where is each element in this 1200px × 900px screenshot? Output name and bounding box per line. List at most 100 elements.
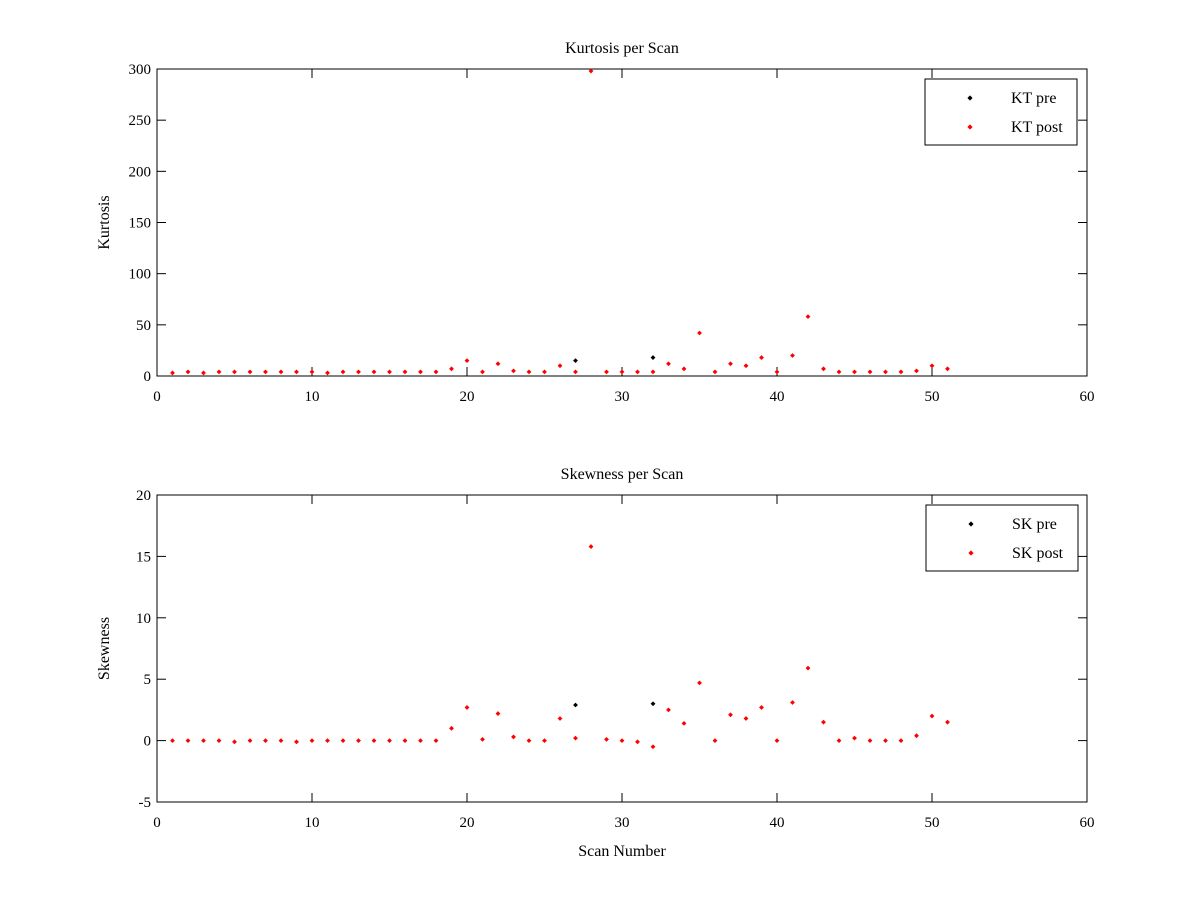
kurtosis-kt-post-point bbox=[728, 361, 733, 367]
skewness-y-tick-label: 10 bbox=[136, 611, 151, 627]
skewness-x-tick-label: 30 bbox=[615, 815, 630, 831]
skewness-sk-post-point bbox=[914, 733, 919, 739]
skewness-sk-post-point bbox=[526, 738, 532, 743]
kurtosis-title: Kurtosis per Scan bbox=[565, 40, 679, 57]
kurtosis-kt-post-point bbox=[883, 369, 888, 375]
skewness-sk-post-point bbox=[170, 738, 175, 743]
skewness-sk-post-point bbox=[774, 738, 780, 743]
kurtosis-x-tick-label: 60 bbox=[1080, 389, 1095, 405]
skewness-sk-post-point bbox=[371, 738, 377, 743]
kurtosis-kt-post-point bbox=[852, 369, 857, 375]
kurtosis-y-tick-label: 50 bbox=[136, 318, 151, 334]
skewness-y-tick-label: -5 bbox=[139, 795, 152, 811]
skewness-sk-post-point bbox=[201, 738, 206, 743]
kurtosis-kt-post-point bbox=[929, 363, 935, 369]
skewness-title: Skewness per Scan bbox=[561, 466, 684, 483]
skewness-sk-post-point bbox=[619, 738, 625, 743]
skewness-legend-label: SK post bbox=[1012, 545, 1064, 562]
skewness-x-tick-label: 10 bbox=[305, 815, 320, 831]
kurtosis-kt-post-point bbox=[774, 369, 780, 375]
kurtosis-y-tick-label: 250 bbox=[129, 113, 152, 129]
skewness-sk-post-point bbox=[743, 716, 749, 721]
skewness-legend-label: SK pre bbox=[1012, 516, 1057, 533]
kurtosis-y-tick-label: 100 bbox=[129, 267, 152, 283]
skewness-sk-post-point bbox=[247, 738, 253, 743]
kurtosis-kt-pre-point bbox=[650, 355, 656, 360]
skewness-sk-post-point bbox=[867, 738, 873, 743]
kurtosis-legend-label: KT post bbox=[1011, 119, 1063, 136]
skewness-sk-post-point bbox=[650, 744, 656, 750]
skewness-sk-post-point bbox=[232, 739, 237, 745]
kurtosis-kt-post-point bbox=[712, 369, 718, 375]
kurtosis-kt-post-point bbox=[526, 369, 532, 375]
kurtosis-x-tick-label: 0 bbox=[153, 389, 161, 405]
skewness-sk-post-point bbox=[402, 738, 408, 743]
kurtosis-kt-post-point bbox=[836, 369, 842, 375]
skewness-sk-post-point bbox=[495, 711, 501, 716]
skewness-sk-post-point bbox=[759, 705, 764, 710]
kurtosis-kt-post-point bbox=[263, 369, 268, 375]
kurtosis-kt-post-point bbox=[650, 369, 656, 375]
kurtosis-kt-post-point bbox=[557, 363, 563, 369]
kurtosis-x-tick-label: 10 bbox=[305, 389, 320, 405]
kurtosis-kt-post-point bbox=[867, 369, 873, 375]
kurtosis-kt-post-point bbox=[294, 369, 299, 375]
skewness-y-tick-label: 20 bbox=[136, 488, 151, 504]
skewness-sk-post-point bbox=[573, 735, 578, 741]
kurtosis-kt-post-point bbox=[418, 369, 423, 375]
kurtosis-kt-post-point bbox=[666, 361, 671, 367]
skewness-sk-post-point bbox=[542, 738, 547, 743]
skewness-sk-post-point bbox=[557, 716, 563, 721]
skewness-sk-post-point bbox=[263, 738, 268, 743]
kurtosis-kt-post-point bbox=[914, 368, 919, 374]
kurtosis-kt-post-point bbox=[790, 353, 795, 358]
skewness-sk-post-point bbox=[728, 712, 733, 718]
kurtosis-x-tick-label: 30 bbox=[615, 389, 630, 405]
skewness-sk-post-point bbox=[898, 738, 904, 743]
kurtosis-legend-label: KT pre bbox=[1011, 90, 1056, 107]
kurtosis-kt-post-point bbox=[898, 369, 904, 375]
kurtosis-kt-post-point bbox=[387, 369, 392, 375]
kurtosis-x-tick-label: 20 bbox=[460, 389, 475, 405]
skewness-sk-post-point bbox=[635, 739, 640, 745]
skewness-sk-post-point bbox=[790, 700, 795, 705]
skewness-sk-post-point bbox=[883, 738, 888, 743]
skewness-sk-post-point bbox=[712, 738, 718, 743]
kurtosis-y-axis-label: Kurtosis bbox=[96, 195, 113, 249]
kurtosis-chart: 0 10 20 30 40 50 60 0 50 100 150 200 250 300 Kurtosis … bbox=[96, 40, 1095, 405]
skewness-sk-post-point bbox=[697, 680, 702, 686]
kurtosis-kt-post-point bbox=[340, 369, 346, 375]
skewness-sk-post-point bbox=[185, 738, 191, 743]
kurtosis-kt-post-point bbox=[309, 369, 315, 375]
kurtosis-legend-marker bbox=[967, 95, 973, 101]
kurtosis-y-tick-label: 0 bbox=[144, 369, 152, 385]
skewness-sk-post-point bbox=[464, 705, 470, 710]
skewness-sk-post-point bbox=[340, 738, 346, 743]
skewness-sk-post-point bbox=[433, 738, 439, 743]
kurtosis-kt-post-point bbox=[759, 355, 764, 360]
skewness-sk-post-point bbox=[805, 665, 811, 671]
kurtosis-y-tick-label: 300 bbox=[129, 62, 152, 78]
skewness-sk-post-point bbox=[604, 736, 609, 742]
kurtosis-y-tick-label: 150 bbox=[129, 216, 152, 232]
kurtosis-y-tick-label: 200 bbox=[129, 164, 152, 180]
kurtosis-kt-post-point bbox=[170, 370, 175, 376]
skewness-sk-post-point bbox=[852, 735, 857, 741]
kurtosis-kt-post-point bbox=[573, 369, 578, 375]
skewness-sk-post-point bbox=[836, 738, 842, 743]
kurtosis-kt-post-point bbox=[604, 369, 609, 375]
kurtosis-kt-post-point bbox=[356, 369, 361, 375]
kurtosis-kt-post-point bbox=[495, 361, 501, 367]
skewness-sk-post-point bbox=[294, 739, 299, 745]
kurtosis-kt-post-point bbox=[371, 369, 377, 375]
skewness-y-tick-label: 0 bbox=[144, 734, 152, 750]
skewness-sk-post-point bbox=[216, 738, 222, 743]
kurtosis-kt-post-point bbox=[619, 369, 625, 375]
kurtosis-kt-pre-point bbox=[573, 358, 578, 364]
kurtosis-kt-post-point bbox=[805, 314, 811, 320]
skewness-legend-marker bbox=[968, 550, 974, 556]
kurtosis-kt-post-point bbox=[480, 369, 485, 375]
skewness-legend-marker bbox=[968, 521, 974, 527]
kurtosis-kt-post-point bbox=[278, 369, 284, 375]
